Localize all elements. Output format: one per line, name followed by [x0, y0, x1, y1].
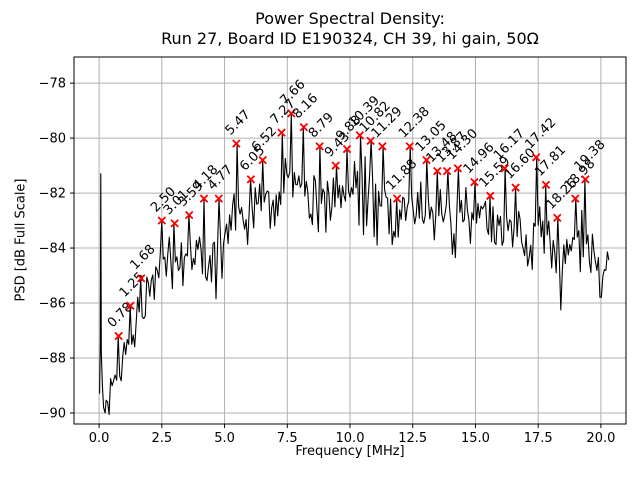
peak-marker	[541, 180, 551, 190]
x-tick-label: 10.0	[336, 431, 365, 446]
peak-marker	[433, 166, 442, 176]
peak-marker	[470, 177, 479, 187]
peak-marker	[246, 175, 256, 184]
peak-marker	[342, 144, 352, 154]
y-tick-label: −82	[39, 187, 66, 202]
peak-marker	[299, 122, 309, 132]
peak-marker	[355, 131, 365, 140]
peak-marker	[378, 142, 387, 151]
y-axis-label: PSD [dB Full Scale]	[13, 178, 29, 302]
peak-marker	[366, 136, 375, 146]
peak-marker	[511, 183, 520, 192]
peak-marker	[184, 210, 194, 220]
peak-marker	[170, 219, 179, 228]
peak-marker	[486, 191, 495, 201]
y-tick-label: −90	[39, 407, 66, 422]
x-tick-label: 12.5	[398, 431, 427, 446]
y-tick-label: −84	[39, 242, 66, 257]
peak-marker	[422, 155, 431, 165]
peak-marker	[453, 164, 463, 173]
peak-marker	[157, 216, 167, 225]
chart-title-line2: Run 27, Board ID E190324, CH 39, hi gain…	[161, 29, 539, 48]
y-tick-label: −80	[39, 132, 66, 147]
y-tick-label: −78	[39, 77, 66, 92]
peak-marker	[199, 194, 209, 203]
x-tick-label: 17.5	[524, 431, 553, 446]
peak-marker	[581, 175, 590, 184]
peak-marker	[214, 194, 224, 203]
peak-marker	[126, 301, 135, 311]
x-tick-label: 15.0	[461, 431, 490, 446]
peak-marker	[277, 128, 286, 137]
peak-marker	[392, 194, 402, 203]
peak-marker	[315, 142, 324, 151]
peak-label: 1.25	[117, 270, 148, 301]
peak-marker	[553, 213, 562, 223]
x-tick-label: 7.5	[277, 431, 298, 446]
peak-marker	[114, 331, 123, 341]
peak-label: 11.88	[383, 156, 420, 193]
y-tick-label: −86	[39, 297, 66, 312]
psd-trace	[99, 112, 610, 415]
peak-marker	[287, 109, 296, 118]
peak-marker	[442, 166, 452, 176]
peak-label: 1.68	[127, 242, 158, 273]
peak-label: 5.47	[223, 107, 254, 138]
x-axis-label: Frequency [MHz]	[295, 444, 405, 459]
y-tick-label: −88	[39, 352, 66, 367]
x-tick-label: 2.5	[151, 431, 172, 446]
peak-marker	[258, 155, 267, 165]
x-tick-label: 0.0	[89, 431, 110, 446]
x-tick-label: 5.0	[214, 431, 235, 446]
peak-marker	[571, 194, 580, 203]
peak-marker	[531, 153, 541, 162]
peak-marker	[500, 164, 510, 173]
chart-title: Power Spectral Density: Run 27, Board ID…	[74, 9, 626, 49]
peak-marker	[232, 139, 241, 148]
peak-marker	[137, 274, 146, 283]
chart-title-line1: Power Spectral Density:	[255, 9, 445, 28]
peak-marker	[405, 142, 414, 151]
x-tick-label: 20.0	[586, 431, 615, 446]
peak-label: 8.79	[306, 110, 337, 141]
peak-marker	[331, 161, 340, 170]
